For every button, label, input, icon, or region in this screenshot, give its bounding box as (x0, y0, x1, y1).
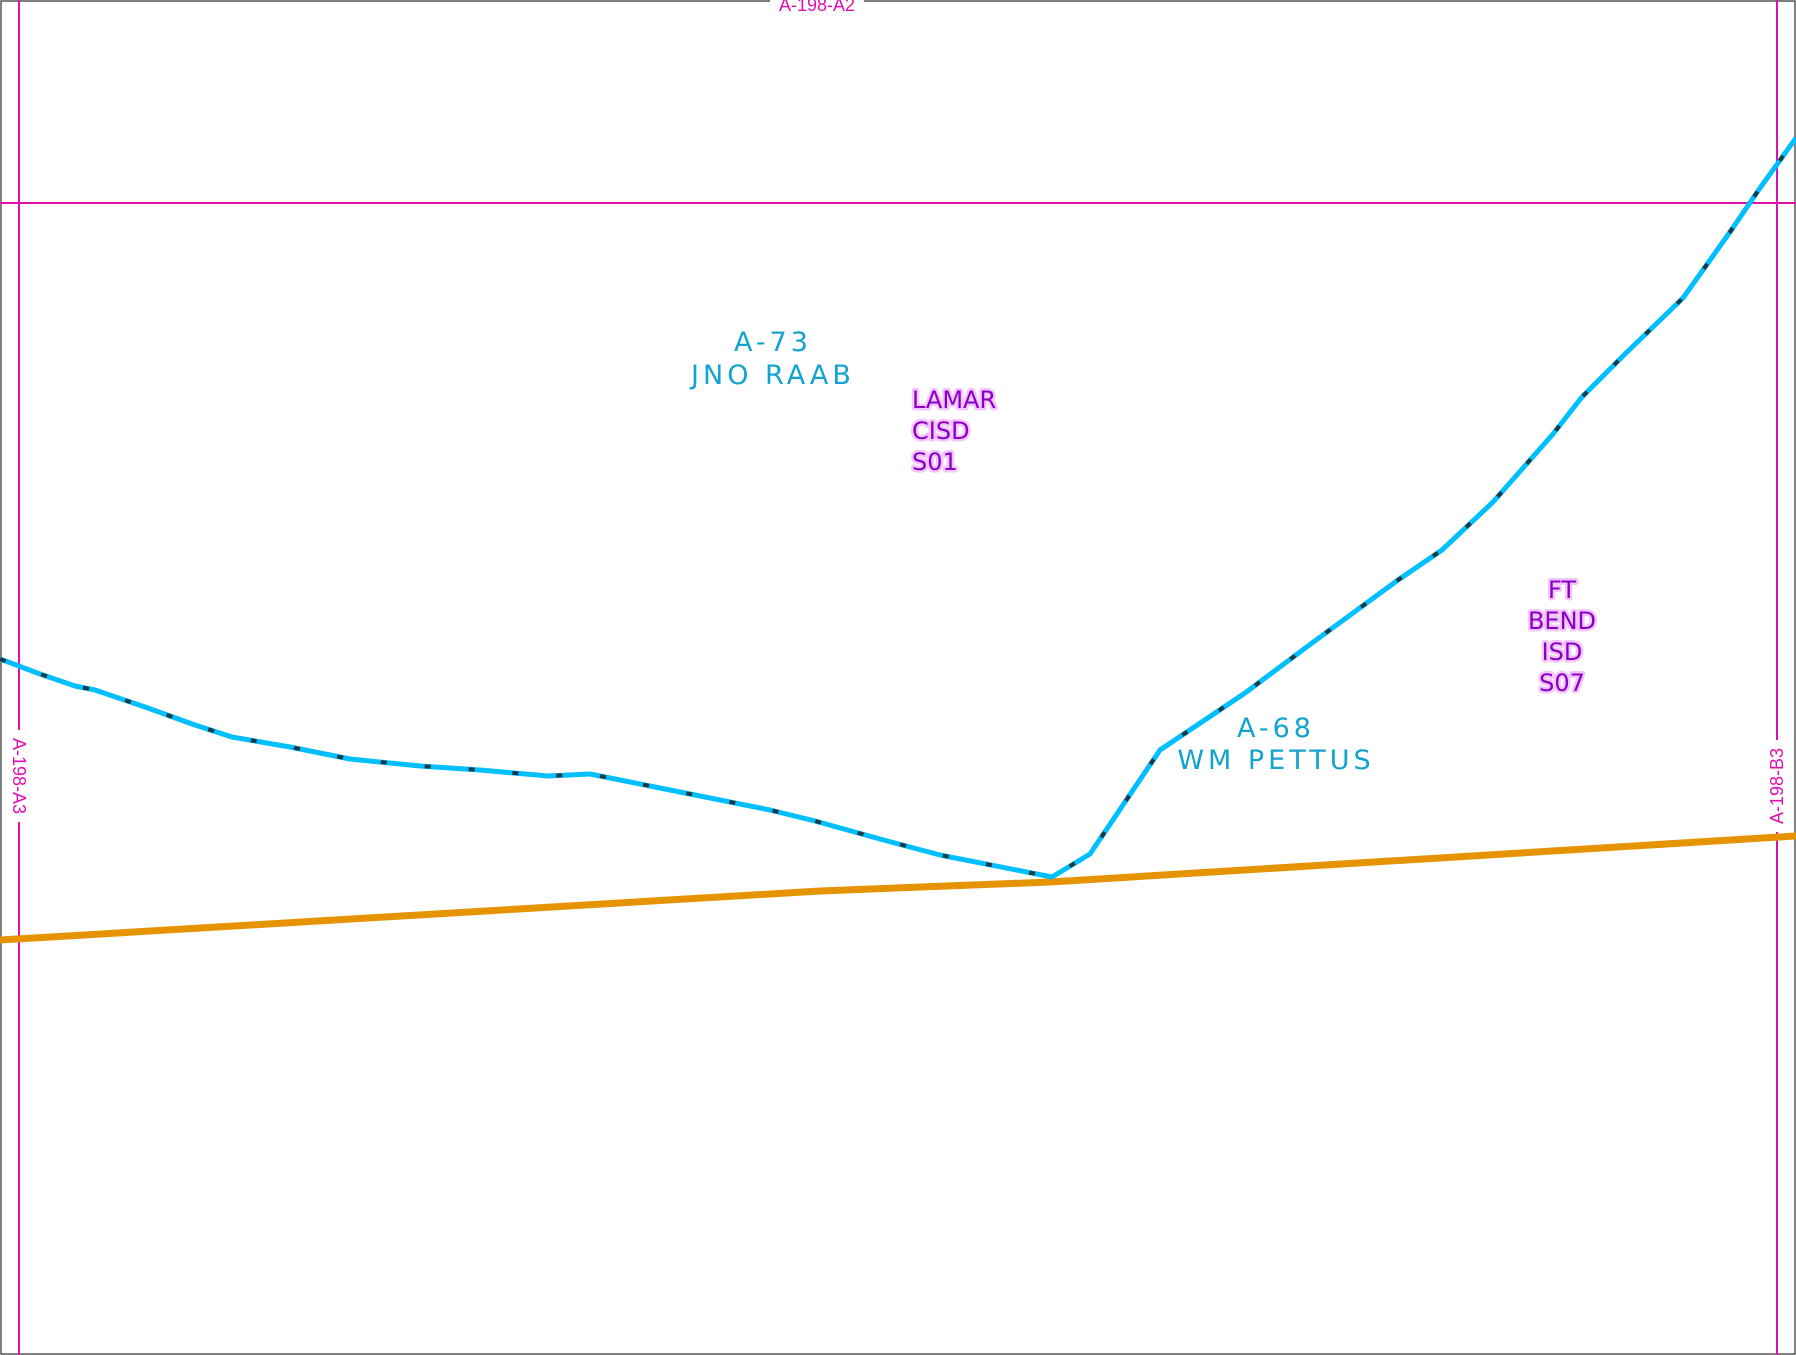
district-label-ftbend: FT BEND ISD S07 (1525, 574, 1598, 700)
grid-label-right: A-198-B3 (1767, 748, 1787, 824)
district-label-line: S01 (912, 448, 958, 476)
district-label-line: CISD (912, 417, 970, 445)
grid-label-left-bg (9, 730, 29, 822)
abstract-boundary (0, 136, 1796, 880)
abstract-number: A-73 (734, 327, 812, 358)
district-label-line: FT (1548, 576, 1576, 604)
abstract-name: JNO RAAB (689, 360, 855, 391)
district-label-line: S07 (1539, 669, 1585, 697)
district-label-line: BEND (1528, 607, 1596, 635)
abstract-name: WM PETTUS (1177, 745, 1374, 776)
district-label-lamar: LAMAR CISD S01 (910, 384, 999, 479)
abstract-label-a73: A-73 JNO RAAB (687, 325, 855, 394)
district-label-line: LAMAR (912, 386, 996, 414)
grid-label-top: A-198-A2 (779, 0, 855, 15)
grid-label-right-group: A-198-B3 (1767, 740, 1787, 832)
grid-label-right-bg (1767, 740, 1787, 832)
grid-label-top-group: A-198-A2 (770, 0, 864, 15)
road-line (0, 832, 1796, 944)
grid-label-top-bg (770, 0, 864, 14)
abstract-boundary-dashes (0, 136, 1796, 880)
abstract-number: A-68 (1237, 713, 1315, 744)
district-label-line: ISD (1542, 638, 1583, 666)
abstract-label-a68: A-68 WM PETTUS (1175, 711, 1374, 779)
grid-label-left: A-198-A3 (9, 738, 29, 814)
grid-label-left-group: A-198-A3 (9, 730, 29, 822)
abstract-boundary-base (0, 136, 1796, 880)
